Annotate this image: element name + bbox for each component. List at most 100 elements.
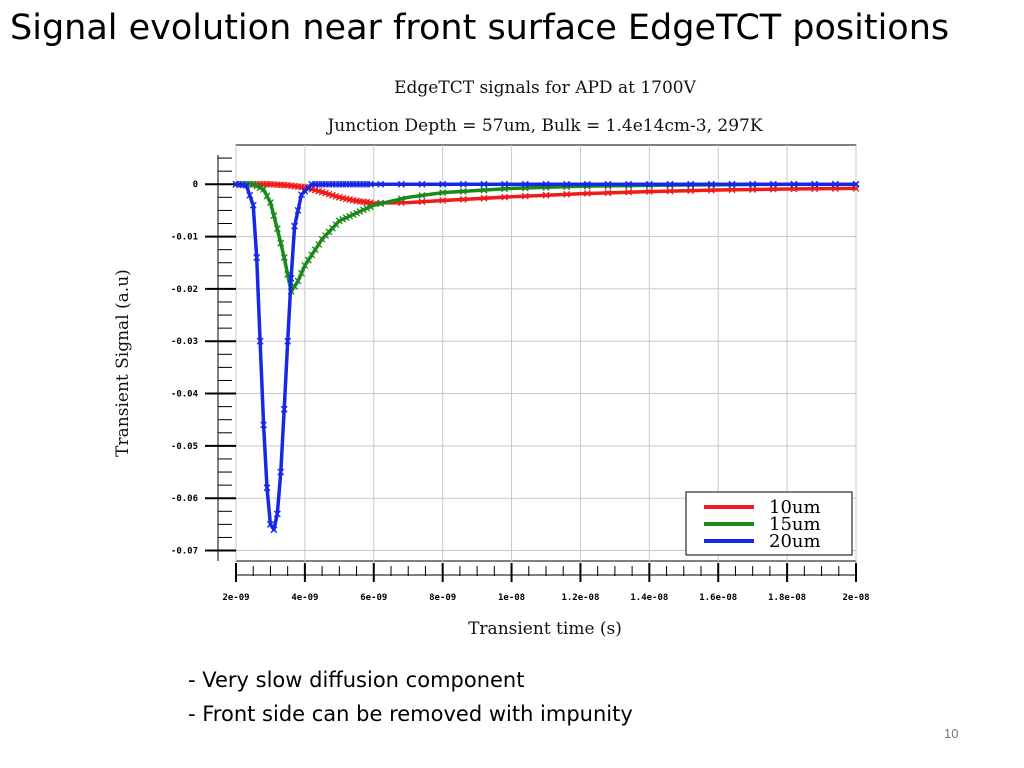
data-point	[311, 246, 319, 254]
data-point	[563, 180, 571, 188]
chart: EdgeTCT signals for APD at 1700V Junction…	[113, 78, 870, 639]
x-tick-label: 2e-09	[222, 593, 249, 603]
data-point	[356, 207, 364, 215]
page-number: 10	[944, 726, 959, 741]
x-tick-label: 1.6e-08	[699, 593, 737, 603]
data-point	[521, 180, 529, 188]
data-point	[284, 337, 292, 345]
data-point	[270, 526, 278, 534]
data-point	[359, 206, 367, 214]
data-point	[604, 180, 612, 188]
data-point	[583, 189, 591, 197]
data-point	[501, 193, 509, 201]
data-point	[769, 180, 777, 188]
data-point	[728, 186, 736, 194]
data-point	[339, 215, 347, 223]
data-point	[563, 190, 571, 198]
y-tick-label: -0.07	[171, 547, 198, 557]
data-point	[263, 192, 271, 200]
data-point	[397, 180, 405, 188]
data-point	[377, 200, 385, 208]
data-point	[687, 187, 695, 195]
data-point	[625, 180, 633, 188]
data-point	[418, 198, 426, 206]
data-point	[397, 195, 405, 203]
data-point	[542, 180, 550, 188]
x-tick-label: 2e-08	[842, 593, 869, 603]
data-point	[459, 180, 467, 188]
data-point	[280, 405, 288, 413]
data-point	[304, 256, 312, 264]
legend-label: 20um	[769, 531, 821, 552]
y-tick-label: -0.01	[171, 233, 198, 243]
chart-title: EdgeTCT signals for APD at 1700V	[394, 78, 696, 98]
data-point	[249, 201, 257, 209]
data-point	[273, 510, 281, 518]
data-point	[253, 254, 261, 261]
data-point	[749, 186, 757, 193]
y-tick-label: -0.04	[171, 390, 199, 400]
data-point	[418, 180, 426, 188]
data-point	[260, 421, 268, 429]
data-point	[521, 192, 529, 200]
data-point	[242, 181, 250, 189]
data-point	[266, 520, 274, 528]
bullet-item: - Front side can be removed with impunit…	[188, 702, 633, 726]
data-point	[253, 182, 261, 190]
data-point	[256, 184, 264, 192]
data-point	[480, 180, 488, 188]
data-point	[459, 187, 467, 195]
data-point	[459, 195, 467, 203]
data-point	[728, 180, 736, 188]
y-tick-label: -0.06	[171, 494, 198, 504]
data-point	[418, 191, 426, 199]
data-point	[439, 189, 447, 197]
data-point	[439, 197, 447, 204]
data-point	[308, 251, 316, 259]
data-point	[291, 222, 299, 230]
data-point	[277, 239, 285, 247]
x-axis-label: Transient time (s)	[468, 619, 622, 639]
y-axis-label: Transient Signal (a.u)	[113, 269, 133, 457]
data-point	[366, 203, 374, 211]
data-point	[625, 188, 633, 196]
data-point	[301, 261, 309, 269]
data-point	[246, 191, 254, 199]
data-point	[366, 180, 374, 188]
data-point	[749, 180, 757, 188]
data-point	[645, 188, 653, 196]
y-tick-label: -0.05	[171, 442, 198, 452]
data-point	[353, 209, 361, 217]
data-point	[363, 204, 371, 212]
y-tick-label: -0.03	[171, 337, 198, 347]
data-point	[277, 468, 285, 476]
data-point	[294, 277, 302, 285]
data-point	[349, 211, 357, 219]
data-point	[604, 189, 612, 197]
slide-title: Signal evolution near front surface Edge…	[10, 8, 950, 48]
data-point	[666, 180, 674, 188]
legend-label: 10um	[769, 497, 821, 518]
data-point	[790, 180, 798, 188]
x-tick-label: 1.4e-08	[630, 593, 668, 603]
data-point	[263, 484, 271, 492]
y-tick-label: 0	[193, 180, 198, 190]
bullet-item: - Very slow diffusion component	[188, 668, 525, 692]
data-point	[377, 180, 385, 188]
data-point	[542, 191, 550, 199]
x-tick-label: 1.8e-08	[768, 593, 806, 603]
data-point	[480, 186, 488, 194]
chart-subtitle: Junction Depth = 57um, Bulk = 1.4e14cm-3…	[325, 116, 762, 136]
data-point	[280, 254, 288, 261]
data-point	[583, 180, 591, 188]
x-tick-label: 1.2e-08	[561, 593, 599, 603]
data-point	[260, 186, 268, 193]
data-point	[315, 240, 323, 248]
data-point	[297, 269, 305, 277]
data-point	[273, 225, 281, 233]
legend-label: 15um	[769, 514, 821, 535]
data-point	[831, 180, 839, 188]
data-point	[687, 180, 695, 188]
data-point	[439, 180, 447, 188]
data-point	[342, 214, 350, 222]
